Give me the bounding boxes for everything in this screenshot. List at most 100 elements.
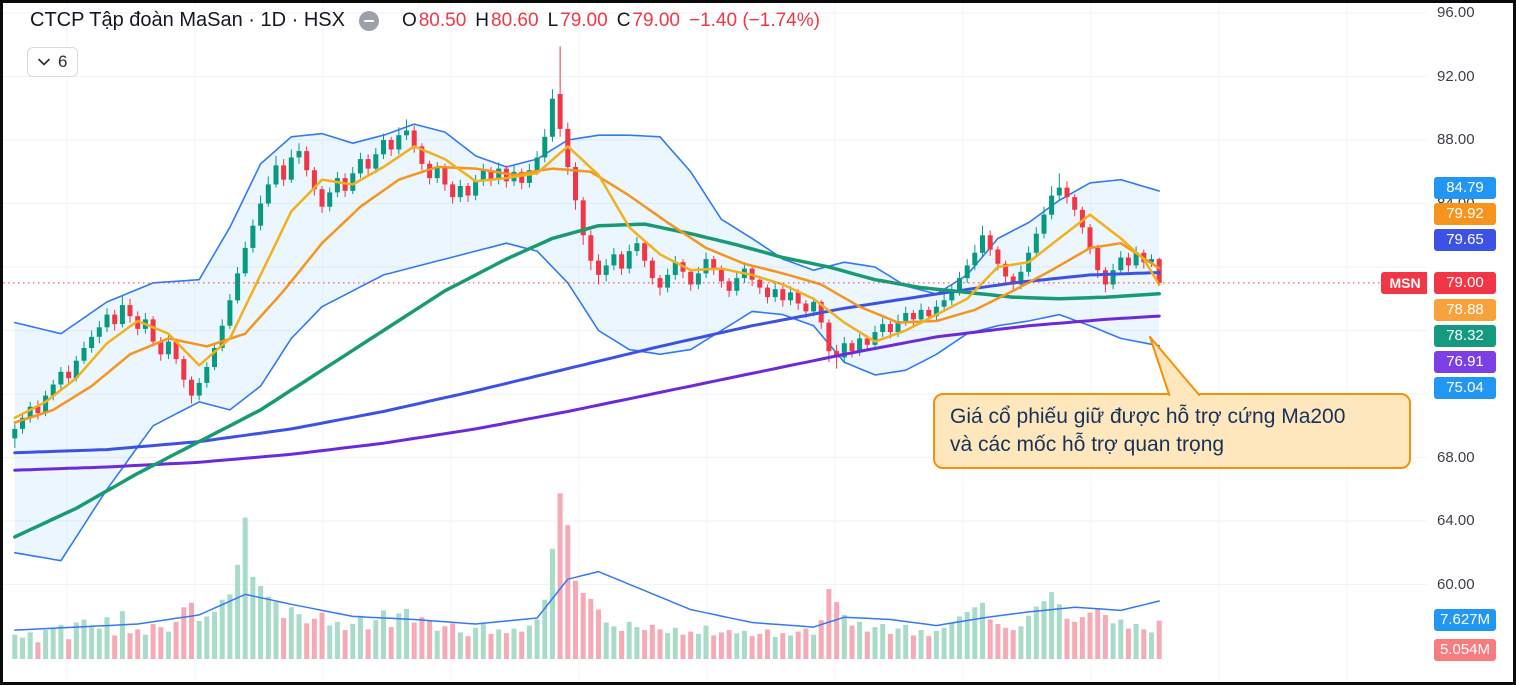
volume-bar xyxy=(511,628,517,659)
candle-body xyxy=(1064,187,1070,198)
volume-bar xyxy=(1149,632,1154,659)
candle-body xyxy=(665,274,671,288)
candle-body xyxy=(1110,270,1116,285)
candle-body xyxy=(442,167,448,185)
ma200-line xyxy=(13,314,1161,472)
volume-bar xyxy=(887,633,893,659)
volume-bar xyxy=(726,630,732,659)
volume-bar xyxy=(534,619,540,659)
volume-bar xyxy=(273,602,279,659)
volume-bar xyxy=(503,633,509,659)
ma-200-badge: 76.91 xyxy=(1434,351,1496,373)
candle-body xyxy=(281,165,287,180)
candle-body xyxy=(112,314,118,325)
volume-bar xyxy=(442,626,448,659)
candle-body xyxy=(841,343,847,358)
symbol-title[interactable]: CTCP Tập đoàn MaSan · 1D · HSX xyxy=(30,9,345,31)
volume-bar xyxy=(311,618,317,659)
volume-bar xyxy=(695,633,701,659)
candle-body xyxy=(419,146,425,164)
volume-bar xyxy=(526,625,532,659)
candle-body xyxy=(196,382,202,396)
annotation-pointer xyxy=(1149,336,1206,403)
candle-body xyxy=(526,170,532,183)
candle-body xyxy=(296,151,302,158)
candle-body xyxy=(649,260,655,279)
volume-bar xyxy=(288,607,294,659)
volume-bar xyxy=(158,627,164,659)
candle-body xyxy=(27,406,33,418)
volume-bar xyxy=(1118,619,1124,659)
volume-bar xyxy=(703,625,709,659)
volume-bar xyxy=(795,631,801,659)
volume-bar xyxy=(265,596,271,659)
volume-bar xyxy=(903,624,909,659)
candle-body xyxy=(718,268,724,282)
volume-bar xyxy=(142,634,148,659)
volume-bar xyxy=(127,633,133,659)
candle-body xyxy=(411,130,417,147)
volume-bar xyxy=(181,607,187,659)
candle-body xyxy=(381,140,386,155)
candle-body xyxy=(66,371,72,379)
volume-bar xyxy=(434,630,440,659)
price-axis[interactable]: 96.0092.0088.0084.0068.0064.0060.0084.79… xyxy=(1427,3,1513,682)
volume-bar xyxy=(396,613,402,659)
candle-body xyxy=(780,289,786,301)
indicators-count: 6 xyxy=(58,52,68,71)
open-label: O xyxy=(401,9,417,31)
legend-minimize-button[interactable] xyxy=(358,10,379,31)
volume-bar xyxy=(1141,629,1147,659)
volume-bar xyxy=(980,602,985,659)
candle-body xyxy=(50,384,56,396)
volume-bar xyxy=(150,624,156,659)
volume-bar xyxy=(918,630,924,659)
candle-body xyxy=(811,301,817,312)
candle-body xyxy=(1049,195,1055,215)
volume-bar xyxy=(619,630,625,659)
candle-body xyxy=(1003,263,1009,277)
candle-body xyxy=(158,341,164,355)
volume-bar xyxy=(281,618,287,659)
volume-bar xyxy=(212,611,217,659)
volume-bar xyxy=(242,517,248,659)
candle-body xyxy=(1087,227,1093,248)
candle-body xyxy=(89,336,95,348)
candle-body xyxy=(81,348,87,361)
candle-body xyxy=(450,184,456,198)
candle-body xyxy=(596,260,601,275)
candle-body xyxy=(1118,257,1124,271)
candle-body xyxy=(734,278,740,291)
volume-bar xyxy=(711,635,717,659)
price-chart-canvas[interactable] xyxy=(3,3,1427,682)
volume-bar xyxy=(910,635,916,659)
volume-bar xyxy=(895,628,901,659)
indicators-collapse-button[interactable]: 6 xyxy=(27,47,79,77)
candle-body xyxy=(772,289,778,298)
candle-body xyxy=(373,154,379,169)
volume-bar xyxy=(626,621,632,659)
volume-bar xyxy=(864,631,870,659)
close-value: 79.00 xyxy=(632,9,680,31)
volume-bar xyxy=(381,610,386,659)
price-tick-label: 60.00 xyxy=(1437,575,1475,593)
candle-body xyxy=(711,259,717,269)
bb-upper-badge: 84.79 xyxy=(1434,177,1496,199)
candle-body xyxy=(964,265,970,279)
candle-body xyxy=(834,351,840,358)
volume-bar xyxy=(1010,630,1016,659)
volume-bar xyxy=(96,628,102,659)
volume-bar xyxy=(1049,592,1055,659)
volume-bar xyxy=(1018,626,1024,659)
candle-body xyxy=(626,251,632,269)
ma20-line xyxy=(13,165,1161,424)
candle-body xyxy=(212,348,217,368)
annotation-text-line1: Giá cổ phiếu giữ được hỗ trợ cứng Ma200 xyxy=(950,405,1346,428)
volume-bar xyxy=(1033,606,1039,659)
volume-bar xyxy=(296,614,302,659)
candle-body xyxy=(910,313,916,320)
candle-body xyxy=(588,235,594,261)
volume-bar xyxy=(826,589,832,659)
